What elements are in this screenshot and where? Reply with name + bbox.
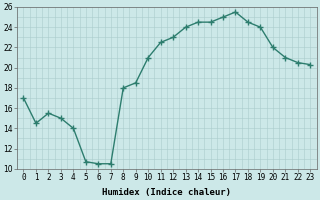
X-axis label: Humidex (Indice chaleur): Humidex (Indice chaleur) <box>102 188 231 197</box>
